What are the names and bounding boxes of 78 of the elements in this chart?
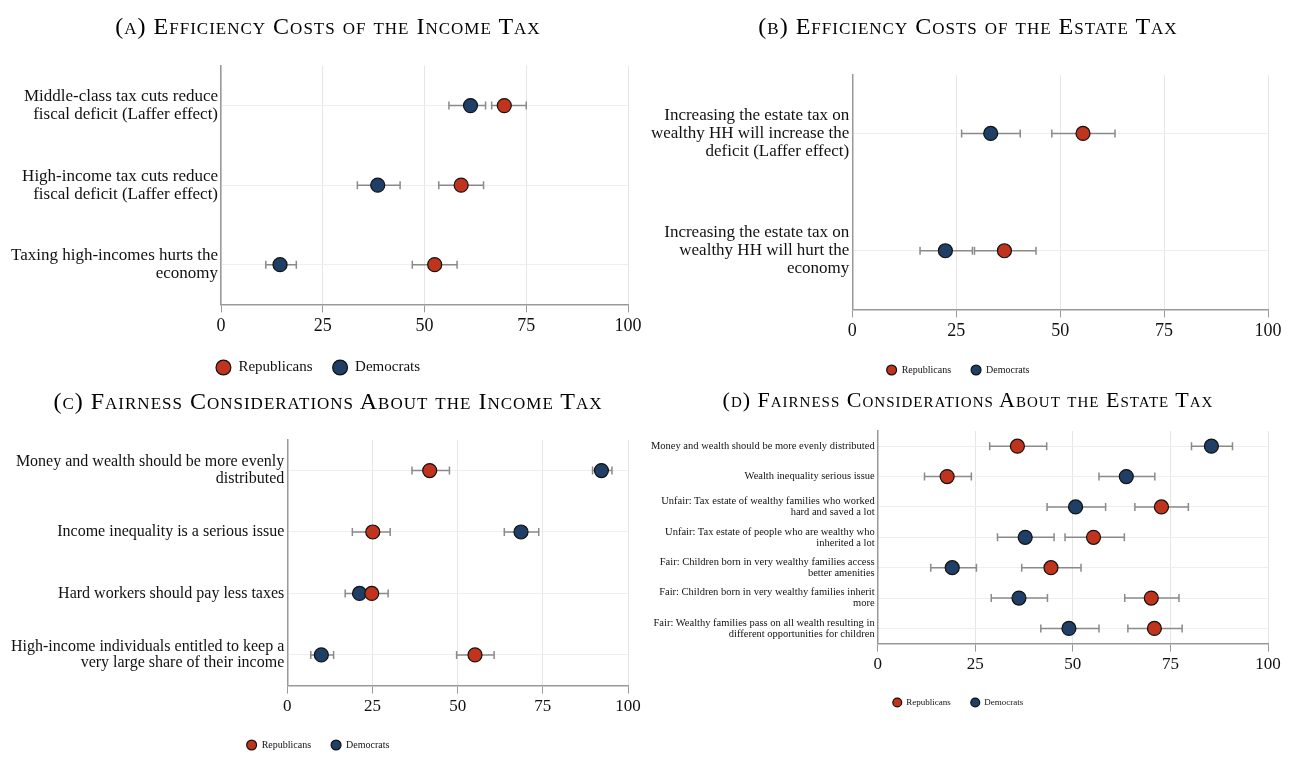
- y-tick-label: Middle-class tax cuts reduce fiscal deficit (Laffer effect): [24, 85, 219, 123]
- y-tick-label: Income inequality is a serious issue: [57, 521, 285, 540]
- legend-label: Republicans: [901, 363, 952, 375]
- point: [462, 97, 479, 113]
- point: [496, 97, 512, 113]
- chart-title: (c) Fairness Considerations About the Income Tax: [52, 387, 604, 416]
- point: [996, 242, 1013, 259]
- point: [1075, 125, 1091, 141]
- x-tick-label: 0: [873, 654, 882, 674]
- chart-title: (a) Efficiency Costs of the Income Tax: [114, 12, 542, 41]
- x-tick-label: 25: [363, 696, 381, 716]
- point: [937, 242, 953, 259]
- x-tick-label: 100: [1254, 319, 1282, 340]
- x-tick-label: 75: [1155, 319, 1174, 340]
- y-tick-label: Money and wealth should be more evenly distributed: [15, 452, 285, 486]
- y-tick-label: High-income tax cuts reduce fiscal deficit (Laffer effect): [22, 165, 219, 203]
- point: [365, 524, 381, 540]
- legend-label: Democrats: [984, 697, 1024, 708]
- point: [1011, 590, 1027, 607]
- x-tick-label: 75: [534, 696, 552, 716]
- point: [272, 256, 288, 273]
- x-tick-label: 25: [947, 319, 966, 340]
- legend-label: Democrats: [355, 358, 421, 375]
- x-tick-label: 100: [614, 314, 642, 335]
- point: [370, 177, 386, 193]
- x-tick-label: 50: [1051, 319, 1070, 340]
- x-tick-label: 50: [449, 696, 467, 716]
- point: [427, 256, 443, 273]
- legend-label: Republicans: [906, 697, 952, 708]
- x-tick-label: 50: [1064, 654, 1082, 674]
- y-tick-label: Unfair: Tax estate of people who are wealthy who inherited a lot: [665, 525, 875, 548]
- point: [513, 524, 529, 540]
- x-tick-label: 100: [1255, 654, 1281, 674]
- point: [1061, 621, 1077, 637]
- point: [1017, 530, 1033, 546]
- point: [1203, 439, 1219, 455]
- point: [1146, 621, 1163, 637]
- y-tick-label: Wealth inequality serious issue: [744, 470, 875, 482]
- point: [1118, 469, 1134, 485]
- y-tick-label: Fair: Children born in very wealthy families inherit more: [659, 586, 875, 609]
- x-tick-label: 75: [1161, 654, 1179, 674]
- point: [1067, 499, 1084, 515]
- x-tick-label: 0: [847, 319, 857, 340]
- x-tick-label: 0: [283, 696, 292, 716]
- x-tick-label: 50: [415, 314, 434, 335]
- y-tick-label: Hard workers should pay less taxes: [58, 583, 285, 602]
- chart-title: (d) Fairness Considerations About the Estate Tax: [721, 386, 1215, 414]
- point: [422, 462, 438, 478]
- point: [1043, 560, 1059, 576]
- point: [364, 585, 380, 601]
- point: [1143, 590, 1159, 607]
- chart-title: (b) Efficiency Costs of the Estate Tax: [757, 12, 1179, 41]
- legend-label: Democrats: [346, 738, 390, 750]
- point: [1153, 499, 1170, 515]
- legend-label: Republicans: [238, 358, 313, 375]
- point: [1085, 530, 1102, 546]
- point: [1009, 439, 1025, 455]
- point: [939, 469, 955, 485]
- x-tick-label: 75: [517, 314, 536, 335]
- y-tick-label: Increasing the estate tax on wealthy HH will hurt the economy: [664, 222, 850, 277]
- point: [467, 647, 483, 663]
- legend-label: Democrats: [986, 363, 1030, 375]
- x-tick-label: 25: [313, 314, 332, 335]
- y-tick-label: High-income individuals entitled to keep a very large share of their income: [11, 636, 285, 672]
- x-tick-label: 25: [966, 654, 984, 674]
- point: [313, 647, 329, 663]
- point: [453, 177, 469, 193]
- y-tick-label: Increasing the estate tax on wealthy HH will increase the deficit (Laffer effect): [651, 104, 850, 160]
- x-tick-label: 0: [216, 314, 226, 335]
- y-tick-label: Fair: Wealthy families pass on all wealth resulting in different opportunities for children: [653, 617, 876, 640]
- y-tick-label: Fair: Children born in very wealthy families access better amenities: [659, 556, 875, 579]
- x-tick-label: 100: [615, 696, 641, 716]
- y-tick-label: Money and wealth should be more evenly distributed: [650, 440, 876, 452]
- y-tick-label: Unfair: Tax estate of wealthy families who worked hard and saved a lot: [661, 495, 876, 518]
- point: [983, 125, 999, 141]
- legend-label: Republicans: [261, 738, 312, 750]
- point: [944, 560, 960, 576]
- y-tick-label: Taxing high-incomes hurts the economy: [10, 244, 219, 282]
